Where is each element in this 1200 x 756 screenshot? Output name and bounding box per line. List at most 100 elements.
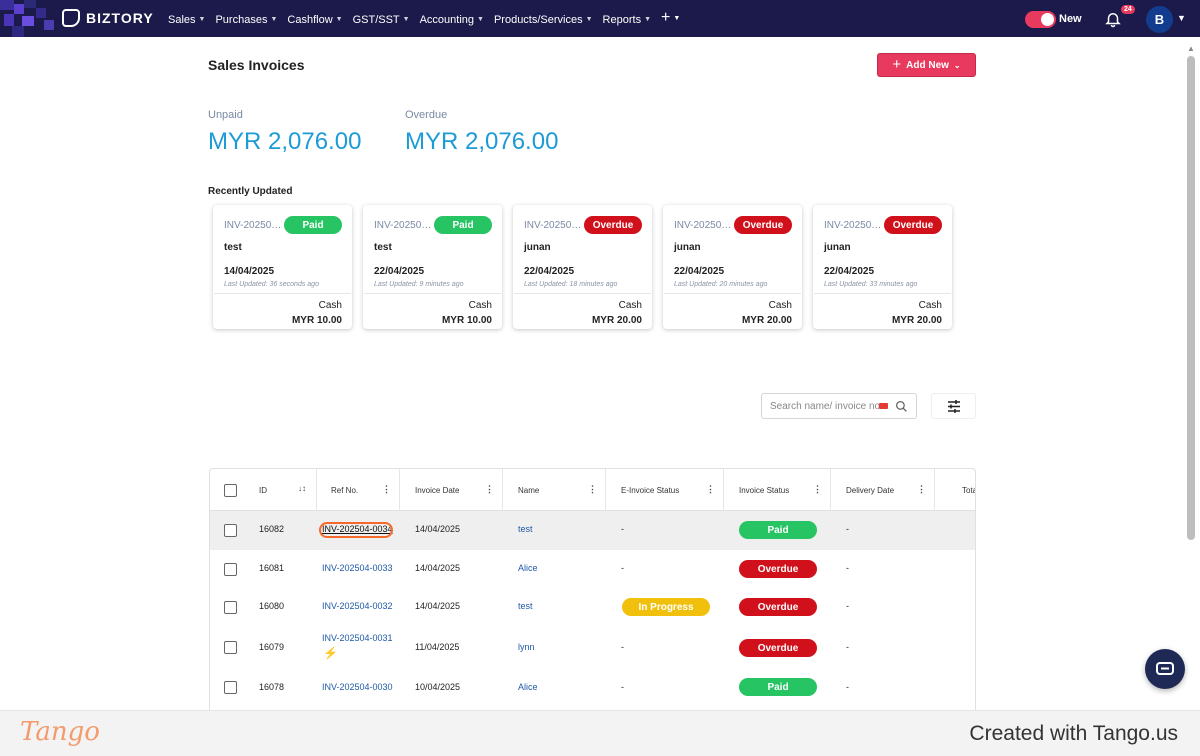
row-checkbox[interactable]: [224, 681, 237, 694]
card-ref: INV-202504-0030: [824, 220, 886, 231]
column-menu-icon[interactable]: ⋮: [706, 484, 715, 494]
table-row[interactable]: 16080 INV-202504-0032 14/04/2025 test In…: [210, 589, 975, 628]
filter-button[interactable]: [931, 393, 976, 419]
row-name-link[interactable]: lynn: [518, 642, 535, 652]
row-invoice-date: 11/04/2025: [415, 642, 460, 652]
brand-logo[interactable]: BIZTORY: [62, 9, 154, 27]
column-label: E-Invoice Status: [621, 485, 680, 495]
invoices-table: ID ↓↕ Ref No. ⋮ Invoice Date ⋮ Name ⋮ E-Invo…: [209, 468, 976, 718]
row-checkbox[interactable]: [224, 524, 237, 537]
recent-invoice-card[interactable]: INV-202504-0034 Paid test 14/04/2025 Las…: [213, 205, 352, 329]
row-checkbox[interactable]: [224, 641, 237, 654]
divider: [664, 293, 801, 294]
chevron-down-icon: ⌄: [953, 60, 961, 70]
card-date: 22/04/2025: [524, 266, 575, 277]
tango-footer: Tango Created with Tango.us: [0, 710, 1200, 756]
nav-accounting[interactable]: Accounting ▼: [420, 12, 484, 27]
row-name-link[interactable]: test: [518, 601, 533, 611]
status-badge: Overdue: [584, 216, 642, 234]
card-last-updated: Last Updated: 20 minutes ago: [674, 281, 768, 288]
card-payment: Cash: [618, 300, 642, 311]
nav-label: Reports: [602, 13, 642, 26]
add-new-button[interactable]: + Add New ⌄: [877, 53, 976, 77]
row-id: 16082: [259, 524, 285, 534]
card-customer: junan: [524, 242, 551, 253]
new-ui-toggle[interactable]: [1025, 11, 1056, 28]
search-input[interactable]: Search name/ invoice no.: [761, 393, 917, 419]
column-header-invoice-status[interactable]: Invoice Status ⋮: [724, 469, 831, 511]
nav-purchases[interactable]: Purchases ▼: [215, 12, 277, 27]
nav-quick-add[interactable]: + ▼: [661, 9, 680, 27]
column-header-einvoice-status[interactable]: E-Invoice Status ⋮: [606, 469, 724, 511]
row-ref-link[interactable]: INV-202504-0034: [322, 524, 393, 534]
notification-badge: 24: [1121, 5, 1135, 14]
column-label: Invoice Date: [415, 485, 460, 495]
avatar[interactable]: B: [1146, 6, 1173, 33]
row-checkbox[interactable]: [224, 601, 237, 614]
chevron-down-icon[interactable]: ▼: [1177, 13, 1186, 23]
column-header-id[interactable]: ID ↓↕: [249, 469, 317, 511]
row-einvoice-status: -: [621, 524, 624, 534]
row-ref-link[interactable]: INV-202504-0033: [322, 563, 393, 573]
search-icon[interactable]: [895, 400, 908, 413]
row-ref-link[interactable]: INV-202504-0030: [322, 682, 393, 692]
row-einvoice-status: -: [621, 563, 624, 573]
table-row[interactable]: 16079 INV-202504-0031 ⚡ 11/04/2025 lynn …: [210, 628, 975, 670]
bell-icon[interactable]: [1104, 10, 1122, 28]
column-menu-icon[interactable]: ⋮: [813, 484, 822, 494]
column-label: Total: [962, 485, 975, 495]
row-id: 16081: [259, 563, 285, 573]
row-ref-link[interactable]: INV-202504-0032: [322, 601, 393, 611]
scroll-up-arrow-icon[interactable]: ▲: [1187, 44, 1195, 53]
recent-invoice-card[interactable]: INV-202504-0031 Overdue junan 22/04/2025…: [663, 205, 802, 329]
card-amount: MYR 10.00: [291, 315, 342, 326]
column-menu-icon[interactable]: ⋮: [588, 484, 597, 494]
column-menu-icon[interactable]: ⋮: [917, 484, 926, 494]
overdue-label: Overdue: [405, 109, 448, 121]
card-last-updated: Last Updated: 33 minutes ago: [824, 281, 918, 288]
row-delivery-date: -: [846, 563, 849, 573]
unpaid-amount: MYR 2,076.00: [208, 128, 362, 155]
recent-invoice-card[interactable]: INV-202504-0030 Overdue junan 22/04/2025…: [813, 205, 952, 329]
scrollbar[interactable]: [1187, 56, 1195, 540]
row-name-link[interactable]: Alice: [518, 563, 538, 573]
column-header-delivery-date[interactable]: Delivery Date ⋮: [831, 469, 935, 511]
brand-name: BIZTORY: [86, 10, 154, 26]
card-payment: Cash: [318, 300, 342, 311]
column-label: Name: [518, 485, 540, 495]
nav-label: Products/Services: [493, 13, 583, 26]
nav-cashflow[interactable]: Cashflow ▼: [287, 12, 342, 27]
status-badge: Paid: [284, 216, 342, 234]
add-new-label: Add New: [906, 59, 949, 71]
column-label: Ref No.: [331, 485, 359, 495]
recent-invoice-card[interactable]: INV-202504-0033 Paid test 22/04/2025 Las…: [363, 205, 502, 329]
table-row[interactable]: 16078 INV-202504-0030 10/04/2025 Alice -…: [210, 670, 975, 709]
nav-sales[interactable]: Sales ▼: [168, 12, 205, 27]
nav-gst-sst[interactable]: GST/SST ▼: [353, 12, 410, 27]
keyboard-extension-icon: [879, 403, 888, 409]
column-header-name[interactable]: Name ⋮: [503, 469, 606, 511]
table-row[interactable]: 16082 INV-202504-0034 14/04/2025 test - …: [210, 511, 975, 550]
row-name-link[interactable]: test: [518, 524, 533, 534]
row-ref-link[interactable]: INV-202504-0031: [322, 633, 393, 643]
recent-invoice-card[interactable]: INV-202504-0032 Overdue junan 22/04/2025…: [513, 205, 652, 329]
column-menu-icon[interactable]: ⋮: [485, 484, 494, 494]
table-row[interactable]: 16081 INV-202504-0033 14/04/2025 Alice -…: [210, 550, 975, 589]
column-header-ref[interactable]: Ref No. ⋮: [317, 469, 400, 511]
filter-sliders-icon: [947, 399, 960, 413]
row-checkbox[interactable]: [224, 563, 237, 576]
sort-icon[interactable]: ↓↕: [298, 484, 306, 493]
column-header-invoice-date[interactable]: Invoice Date ⋮: [400, 469, 503, 511]
chat-icon: [1156, 661, 1174, 675]
chat-support-button[interactable]: [1145, 649, 1185, 689]
select-all-checkbox[interactable]: [224, 484, 237, 497]
column-header-total[interactable]: Total: [935, 469, 975, 511]
column-menu-icon[interactable]: ⋮: [382, 484, 391, 494]
unpaid-label: Unpaid: [208, 109, 243, 121]
nav-reports[interactable]: Reports ▼: [603, 12, 651, 27]
card-ref: INV-202504-0031: [674, 220, 736, 231]
card-customer: junan: [824, 242, 851, 253]
nav-products-services[interactable]: Products/Services ▼: [494, 12, 593, 27]
row-invoice-date: 14/04/2025: [415, 563, 461, 573]
row-name-link[interactable]: Alice: [518, 682, 538, 692]
